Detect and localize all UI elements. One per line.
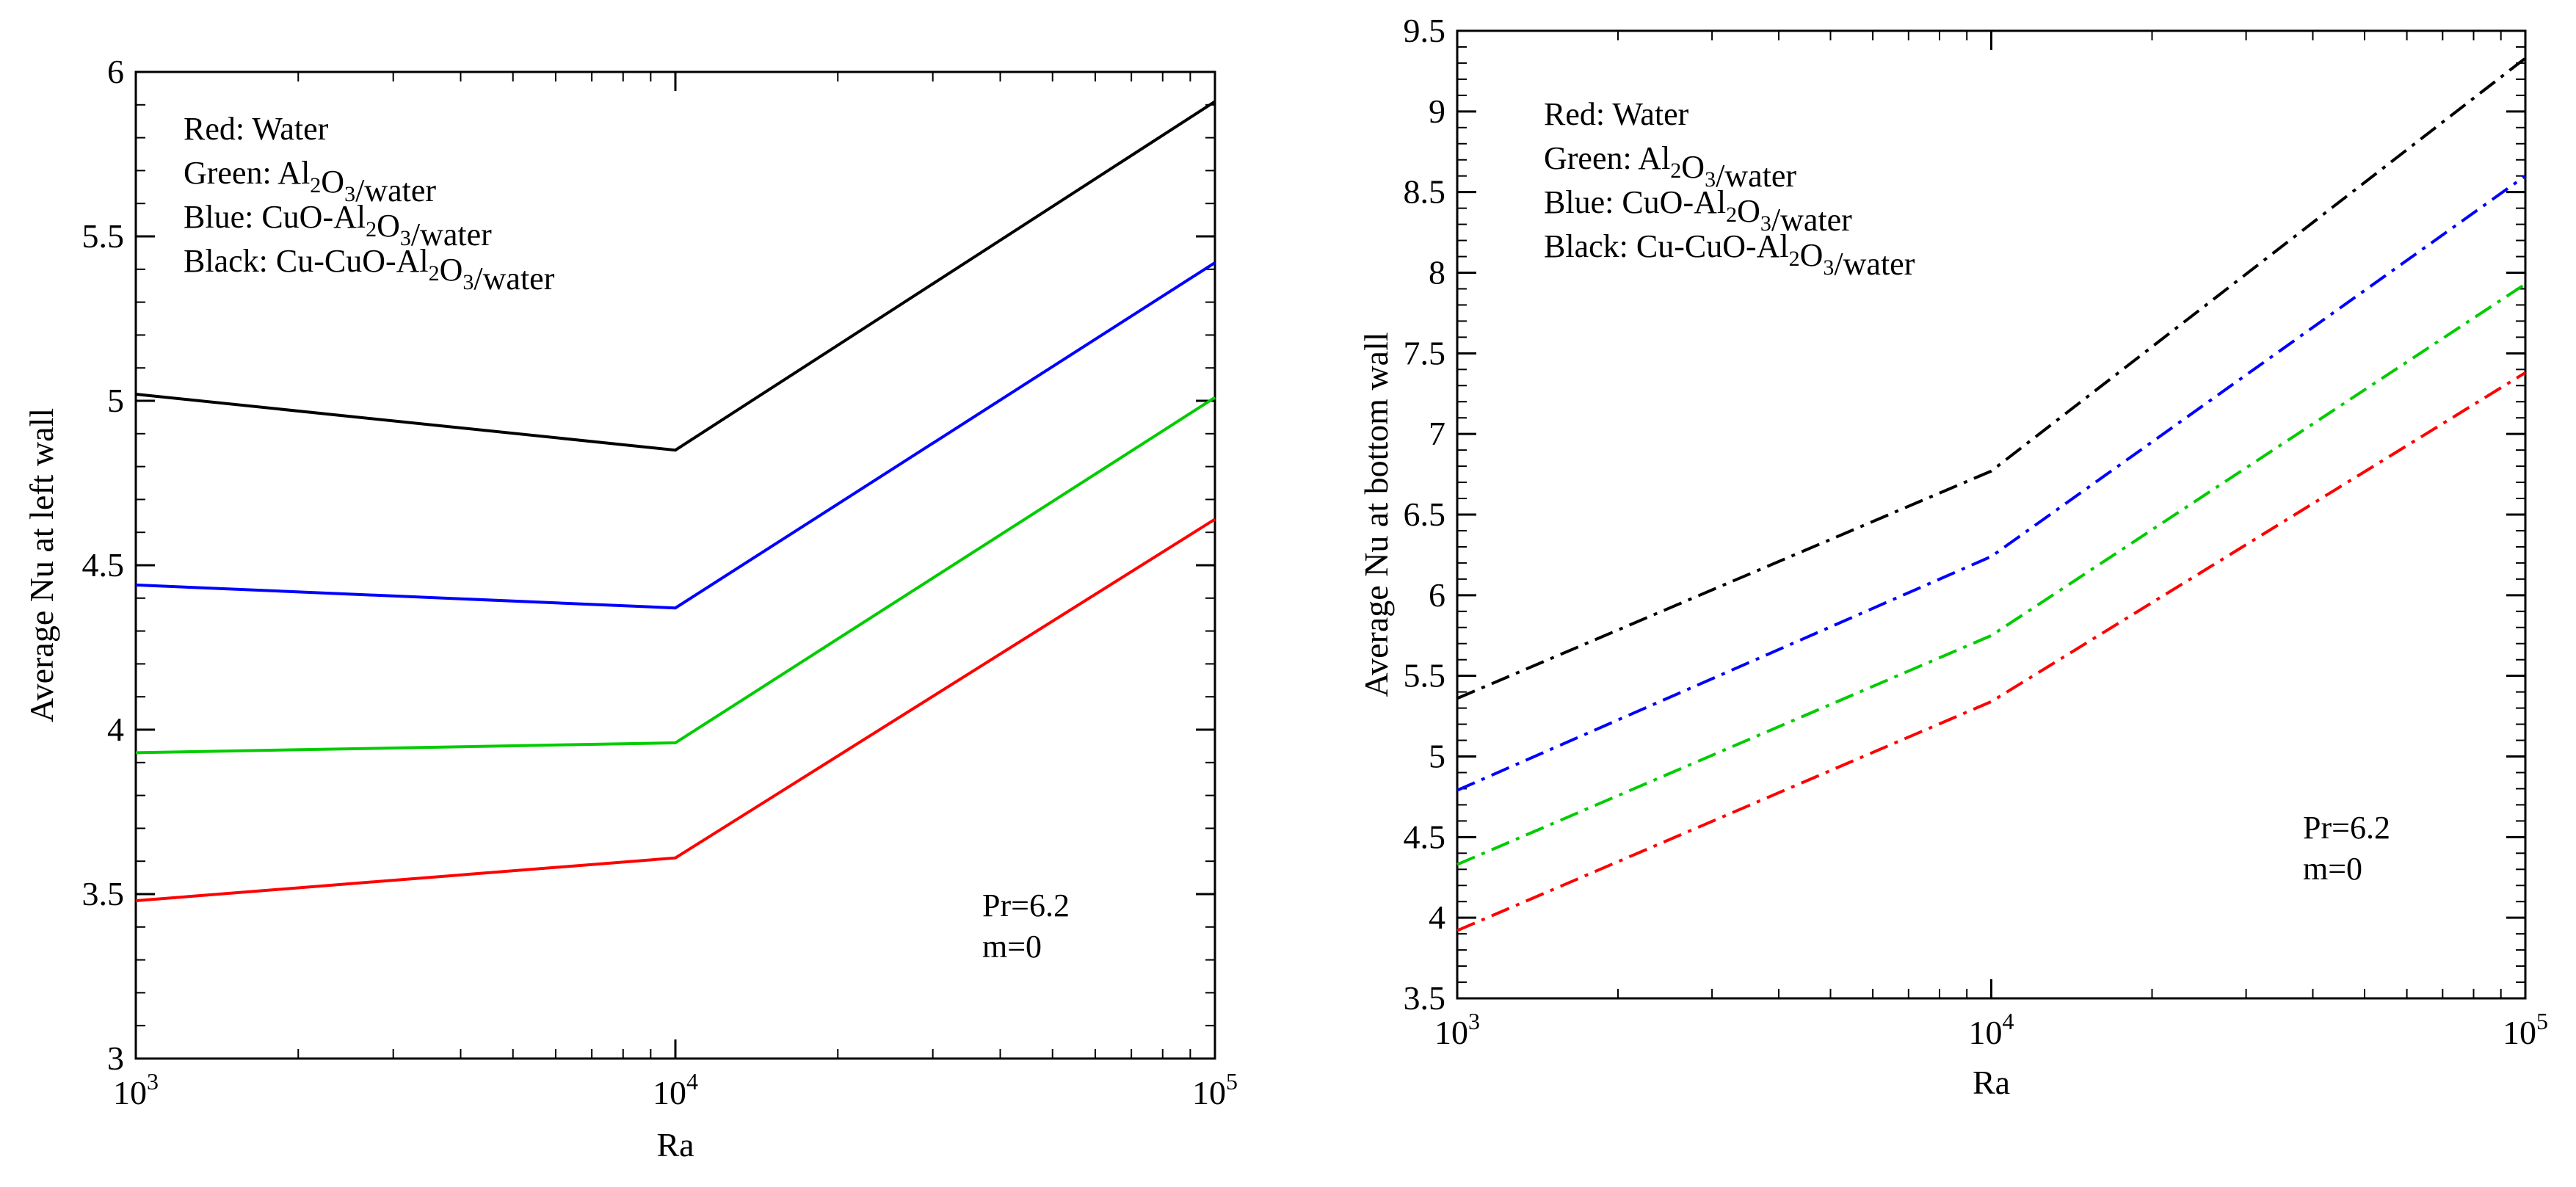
y-tick-label: 8.5 [1404, 173, 1446, 211]
y-tick-label: 7 [1429, 415, 1445, 452]
series-line-al2o3-water [1456, 283, 2527, 866]
chart-left-nu-left-wall: 3 3.5 4 4.5 5 5.5 6 103 104 105 Ra Average Nu at le… [23, 53, 1238, 1164]
series-line-water [1456, 371, 2527, 932]
x-tick-label: 104 [653, 1068, 698, 1111]
x-tick-label: 105 [1192, 1068, 1238, 1111]
series-line-al2o3-water [135, 396, 1216, 755]
y-tick-label: 3 [107, 1039, 124, 1077]
y-tick-label: 9 [1429, 92, 1445, 130]
y-tick-label: 9.5 [1404, 12, 1446, 49]
x-axis-title: Ra [656, 1126, 694, 1164]
annotation-text: Pr=6.2 [2303, 810, 2390, 846]
legend-entry: Blue: CuO-Al2O3/water [1544, 184, 1852, 238]
y-axis-title: Average Nu at bottom wall [1357, 332, 1395, 697]
y-tick-label: 5 [107, 382, 124, 419]
y-tick-label: 5 [1429, 738, 1445, 775]
y-tick-label: 6 [107, 53, 124, 90]
x-axis-title: Ra [1973, 1064, 2010, 1101]
y-tick-label: 6 [1429, 576, 1445, 614]
series-line-cu-cuo-al2o3-water [135, 100, 1216, 452]
y-tick-label: 8 [1429, 254, 1445, 291]
x-tick-label: 104 [1969, 1008, 2014, 1051]
x-tick-label: 103 [113, 1068, 159, 1111]
series-line-cuo-al2o3-water [135, 261, 1216, 610]
legend-entry: Black: Cu-CuO-Al2O3/water [184, 243, 555, 297]
series-line-water [135, 518, 1216, 902]
y-axis-title: Average Nu at left wall [23, 408, 60, 722]
y-tick-label: 3.5 [1404, 979, 1446, 1017]
y-tick-label: 4.5 [82, 546, 125, 584]
x-tick-label: 105 [2503, 1008, 2548, 1051]
y-tick-label: 5.5 [1404, 657, 1446, 694]
y-tick-label: 6.5 [1404, 496, 1446, 533]
x-tick-label: 103 [1434, 1008, 1480, 1051]
annotation-text: m=0 [2303, 851, 2362, 887]
legend-entry: Green: Al2O3/water [184, 155, 436, 208]
y-tick-label: 4 [1429, 899, 1445, 936]
legend-entry: Black: Cu-CuO-Al2O3/water [1544, 228, 1915, 282]
y-tick-label: 3.5 [82, 875, 125, 912]
series-line-cu-cuo-al2o3-water [1456, 57, 2527, 700]
series-line-cuo-al2o3-water [1456, 175, 2527, 792]
chart-right-nu-bottom-wall: 3.5 4 4.5 5 5.5 6 6.5 7 7.5 8 8.5 9 9.5 103 104 105 Ra Av… [1357, 12, 2548, 1101]
y-tick-label: 4 [107, 711, 124, 748]
annotation-text: Pr=6.2 [982, 887, 1070, 923]
legend-entry: Green: Al2O3/water [1544, 140, 1796, 194]
y-tick-label: 4.5 [1404, 818, 1446, 855]
y-tick-label: 5.5 [82, 217, 125, 255]
annotation-text: m=0 [982, 929, 1042, 965]
legend-entry: Blue: CuO-Al2O3/water [184, 199, 492, 253]
legend-entry: Red: Water [1544, 96, 1689, 132]
legend-entry: Red: Water [184, 111, 329, 147]
y-tick-label: 7.5 [1404, 334, 1446, 371]
